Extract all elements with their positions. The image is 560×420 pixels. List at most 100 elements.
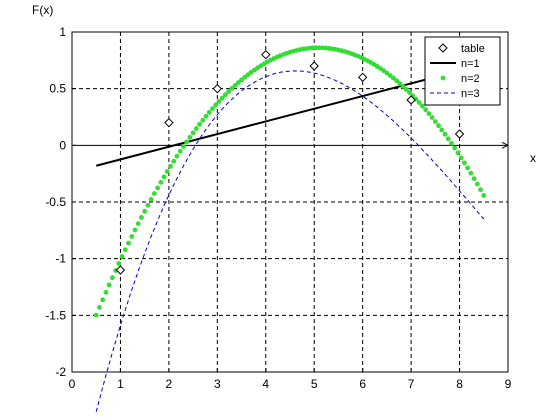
series-n2-point: [155, 185, 160, 191]
series-n2-point: [462, 160, 467, 166]
x-tick-label: 0: [69, 377, 76, 391]
x-tick-label: 6: [359, 377, 366, 391]
series-n2-point: [403, 86, 409, 92]
series-n2-point: [161, 174, 167, 180]
x-tick-label: 4: [262, 377, 269, 391]
series-n2-point: [416, 100, 422, 105]
series-n2-point: [193, 126, 199, 131]
series-n2-point: [465, 165, 471, 171]
series-n2-point: [168, 163, 173, 169]
series-n2-point: [148, 196, 154, 202]
series-n2-point: [239, 77, 244, 83]
table-point: [164, 117, 174, 128]
x-tick-label: 9: [505, 377, 512, 391]
series-n2-point: [468, 170, 474, 176]
series-n2-point: [397, 81, 403, 86]
series-n2-point: [407, 90, 412, 95]
table-point: [115, 265, 126, 275]
x-axis-arrow: [501, 141, 510, 149]
legend-label: n=1: [461, 58, 480, 70]
table-point: [357, 72, 368, 83]
x-tick-label: 8: [456, 377, 463, 391]
series-n2-point: [119, 254, 125, 259]
series-n2-point: [445, 136, 451, 142]
series-n2-point: [423, 107, 429, 113]
series-n1-line: [95, 78, 426, 167]
table-point: [309, 61, 319, 71]
legend-n2-icon: [440, 75, 446, 81]
series-n2-point: [135, 221, 141, 227]
series-n2-point: [151, 191, 157, 196]
series-n2-point: [223, 92, 228, 98]
series-n2-point: [400, 83, 406, 89]
y-tick-label: -1.5: [45, 308, 66, 322]
series-n2-point: [158, 179, 164, 185]
table-point: [454, 129, 465, 139]
x-tick-label: 7: [408, 377, 415, 391]
series-n2-point: [93, 312, 99, 318]
x-tick-label: 1: [117, 377, 124, 391]
series-n2-point: [171, 158, 177, 164]
tick-labels: 0 1 2 3 4 5 6 7 8 9 -2 -1.5 -1 -0.5 0 0.5 1: [45, 25, 511, 391]
y-axis-label: F(x): [32, 3, 53, 17]
series-n2-point: [122, 247, 128, 253]
series-n2-point: [190, 130, 196, 136]
series-n2-point: [426, 111, 432, 116]
series-n2-point: [429, 115, 435, 120]
y-tick-label: 0.5: [49, 82, 66, 96]
series-n2-point: [106, 282, 112, 288]
table-point: [261, 49, 271, 60]
series-n2-point: [142, 208, 148, 214]
series-n2-point: [232, 83, 238, 88]
series-n2-point: [455, 150, 461, 156]
series-n2-point: [478, 187, 483, 193]
series-n2-point: [394, 78, 399, 84]
series-n2-point: [174, 153, 180, 159]
legend: table n=1 n=2 n=3: [424, 36, 501, 106]
series-n2-point: [387, 73, 393, 78]
series-n2-point: [213, 102, 219, 108]
y-tick-label: -0.5: [45, 195, 66, 209]
series-n2-point: [432, 119, 438, 124]
series-n2-point: [181, 144, 186, 149]
series-n2-point: [126, 240, 131, 246]
y-tick-label: -2: [55, 365, 66, 379]
series-n2-point: [458, 155, 464, 161]
series-n2-point: [129, 234, 135, 239]
x-tick-label: 5: [311, 377, 318, 391]
series-n2-point: [132, 227, 138, 233]
series-n2-point: [97, 304, 102, 310]
series-n2-point: [436, 123, 441, 129]
series-n2-point: [229, 86, 235, 91]
series-n2-point: [177, 148, 183, 154]
series-n2-point: [452, 145, 458, 151]
series-n2-point: [200, 117, 206, 123]
x-tick-label: 2: [166, 377, 173, 391]
series-n2-point: [184, 139, 190, 145]
legend-table-icon: [438, 43, 448, 53]
series-n2-point: [197, 121, 202, 127]
series-n2-point: [100, 297, 106, 303]
series-n2-point: [471, 176, 477, 182]
series-n2-point: [219, 95, 225, 101]
legend-box: [424, 36, 501, 106]
legend-label: n=2: [461, 73, 480, 85]
series-n2-point: [203, 113, 209, 119]
series-n2-point: [139, 215, 144, 220]
series-n2-point: [242, 74, 248, 80]
series-n2-point: [449, 140, 454, 146]
series-n2-point: [442, 131, 448, 137]
series-n2-point: [103, 289, 109, 295]
series-n2-point: [474, 181, 480, 187]
y-tick-label: 0: [59, 138, 66, 152]
y-tick-label: 1: [59, 25, 66, 39]
series-layer: [93, 45, 487, 412]
series-n2-point: [226, 89, 232, 94]
table-point: [212, 83, 223, 94]
series-n2-point: [235, 80, 241, 85]
series-n2-point: [187, 134, 193, 140]
series-n2-point: [390, 75, 396, 81]
series-n2-point: [116, 261, 122, 266]
table-point: [406, 95, 416, 105]
